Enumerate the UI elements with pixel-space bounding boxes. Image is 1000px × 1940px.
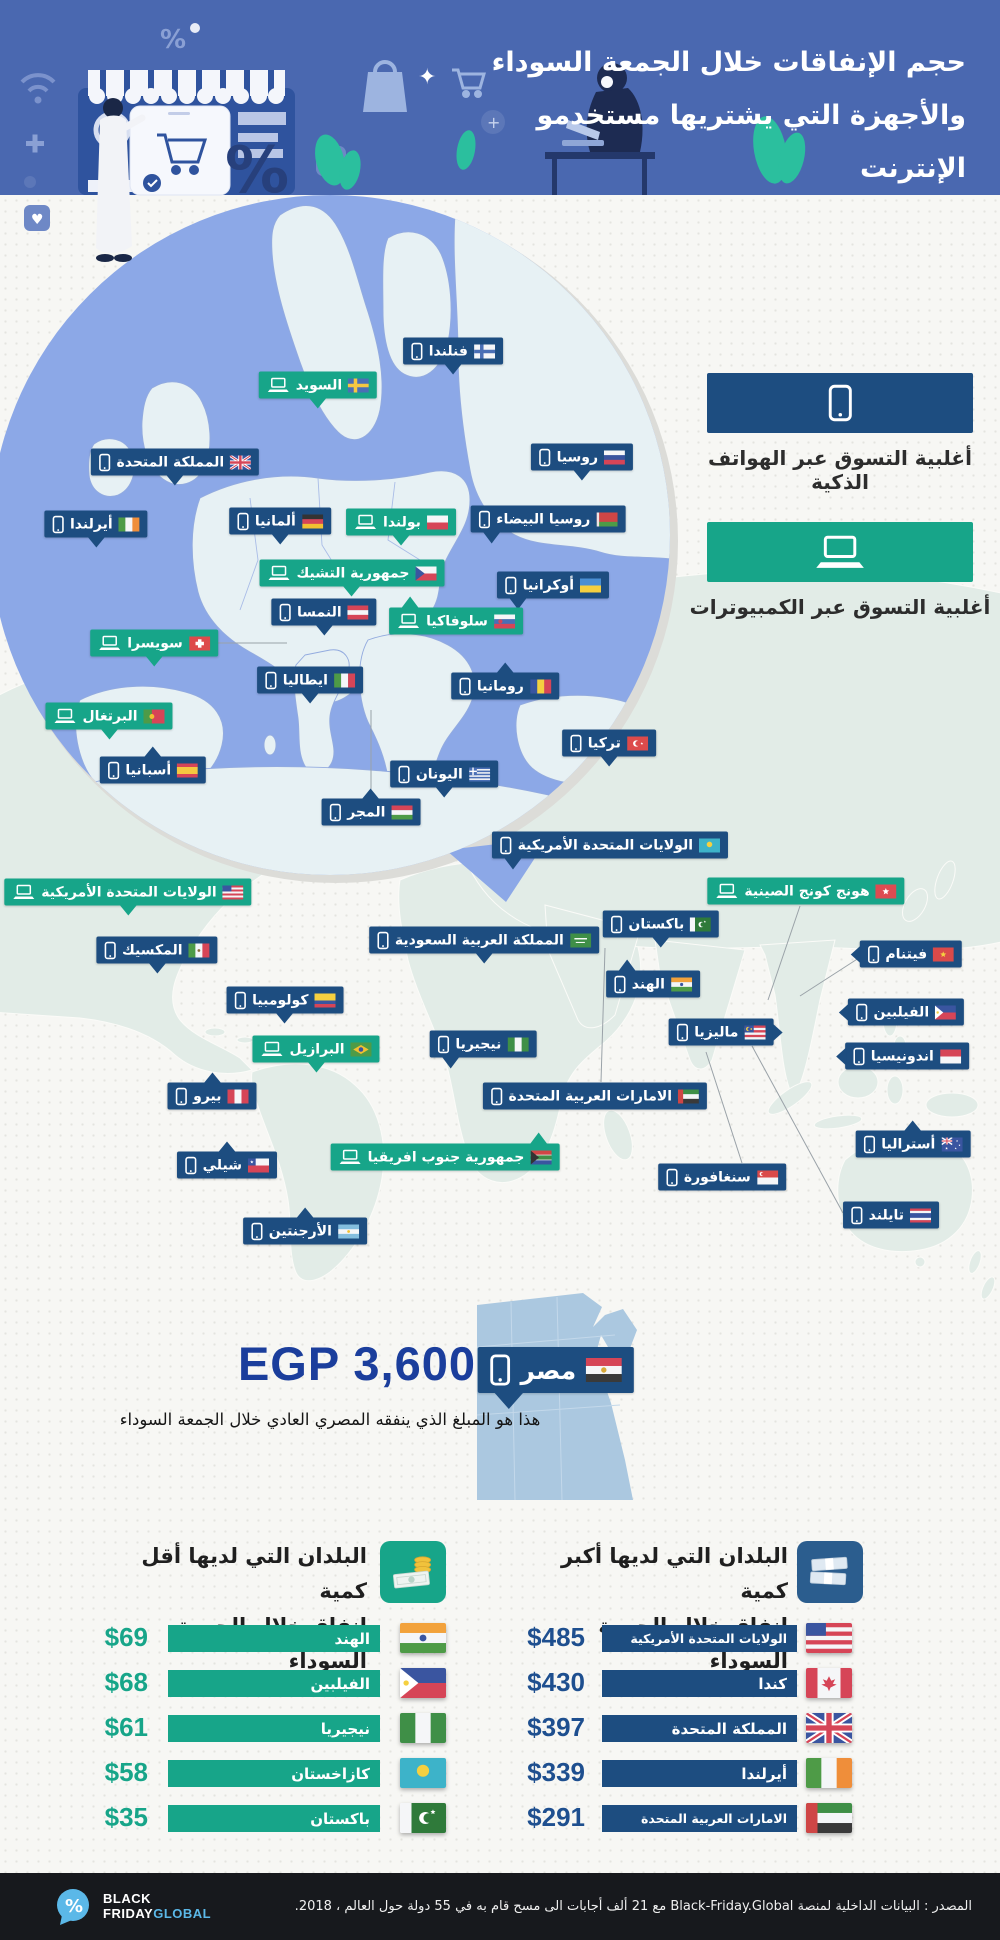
flag-icon-IN — [400, 1623, 446, 1653]
bar-value: $68 — [104, 1667, 148, 1697]
banknote-coins-icon — [380, 1541, 446, 1603]
bar-country-label: المملكة المتحدة — [671, 1719, 787, 1738]
footer-bar: % BLACK FRIDAYGLOBAL المصدر : البيانات ا… — [0, 1873, 1000, 1940]
chart-bar-NG: نيجيريا — [168, 1715, 380, 1742]
egypt-map — [476, 1293, 637, 1501]
flag-icon-US — [806, 1623, 852, 1653]
chart-title-most-line1: البلدان التي لديها أكبر كمية — [560, 1544, 788, 1603]
flag-icon-GB — [806, 1713, 852, 1743]
bar-value: $69 — [104, 1622, 148, 1652]
bar-value: $61 — [104, 1712, 148, 1742]
title-line-2: والأجهزة التي يشتريها مستخدمو — [536, 100, 966, 131]
bar-value: $339 — [527, 1757, 585, 1787]
chart-bar-US: الولايات المتحدة الأمريكية — [602, 1625, 797, 1652]
logo-black: BLACK — [103, 1891, 151, 1906]
bar-country-label: باكستان — [310, 1809, 370, 1828]
blackfriday-global-logo: % BLACK FRIDAYGLOBAL — [52, 1885, 211, 1927]
logo-friday: FRIDAY — [103, 1906, 154, 1921]
bar-value: $35 — [104, 1802, 148, 1832]
flag-icon-PK — [400, 1803, 446, 1833]
egypt-amount: EGP 3,600 — [237, 1337, 477, 1390]
svg-text:%: % — [65, 1896, 83, 1917]
chart-bar-AE: الامارات العربية المتحدة — [602, 1805, 797, 1832]
chart-bar-PH: الفيلبين — [168, 1670, 380, 1697]
legend-smartphone-box — [707, 373, 973, 433]
bar-country-label: الهند — [334, 1629, 370, 1648]
chart-title-least-line1: البلدان التي لديها أقل كمية — [141, 1544, 367, 1603]
chart-bar-IE: أيرلندا — [602, 1760, 797, 1787]
flag-icon-AE — [806, 1803, 852, 1833]
egypt-caption: هذا هو المبلغ الذي ينفقه المصري العادي خ… — [119, 1410, 541, 1429]
chart-bar-KZ: كازاخستان — [168, 1760, 380, 1787]
bar-value: $485 — [527, 1622, 585, 1652]
percent-bubble-icon: % — [57, 1889, 89, 1925]
bar-country-label: كازاخستان — [291, 1764, 370, 1783]
page-title: حجم الإنفاقات خلال الجمعة السوداء والأجه… — [406, 36, 966, 195]
source-text: المصدر : البيانات الداخلية لمنصة Black-F… — [294, 1899, 972, 1914]
bar-country-label: أيرلندا — [741, 1764, 787, 1783]
laptop-icon — [816, 535, 864, 568]
flag-icon-CA — [806, 1668, 852, 1698]
title-line-3: الإنترنت — [859, 153, 966, 184]
bar-country-label: نيجيريا — [320, 1719, 370, 1738]
money-stacks-icon — [797, 1541, 863, 1603]
flag-icon-IE — [806, 1758, 852, 1788]
flag-icon-KZ — [400, 1758, 446, 1788]
bar-value: $58 — [104, 1757, 148, 1787]
bar-country-label: كندا — [758, 1674, 787, 1693]
bar-value: $291 — [527, 1802, 585, 1832]
chart-bar-PK: باكستان — [168, 1805, 380, 1832]
chart-bar-IN: الهند — [168, 1625, 380, 1652]
chart-bar-CA: كندا — [602, 1670, 797, 1697]
logo-global: GLOBAL — [153, 1906, 212, 1921]
legend-computer-label: أغلبية التسوق عبر الكمبيوترات — [689, 595, 991, 619]
bar-country-label: الامارات العربية المتحدة — [640, 1811, 787, 1826]
chart-bar-GB: المملكة المتحدة — [602, 1715, 797, 1742]
bar-value: $397 — [527, 1712, 585, 1742]
legend-computer-box — [707, 522, 973, 582]
legend-smartphone-label: أغلبية التسوق عبر الهواتف الذكية — [708, 446, 972, 494]
bar-country-label: الولايات المتحدة الأمريكية — [630, 1631, 787, 1646]
smartphone-icon — [828, 384, 852, 422]
chart-title-most: البلدان التي لديها أكبر كمية إنفاق خلال … — [518, 1539, 788, 1679]
chart-title-least: البلدان التي لديها أقل كمية إنفاق خلال ا… — [107, 1539, 367, 1679]
bar-value: $430 — [527, 1667, 585, 1697]
flag-icon-PH — [400, 1668, 446, 1698]
flag-icon-NG — [400, 1713, 446, 1743]
bar-country-label: الفيلبين — [310, 1674, 370, 1693]
connector-lines — [209, 642, 863, 1214]
title-line-1: حجم الإنفاقات خلال الجمعة السوداء — [491, 47, 966, 78]
